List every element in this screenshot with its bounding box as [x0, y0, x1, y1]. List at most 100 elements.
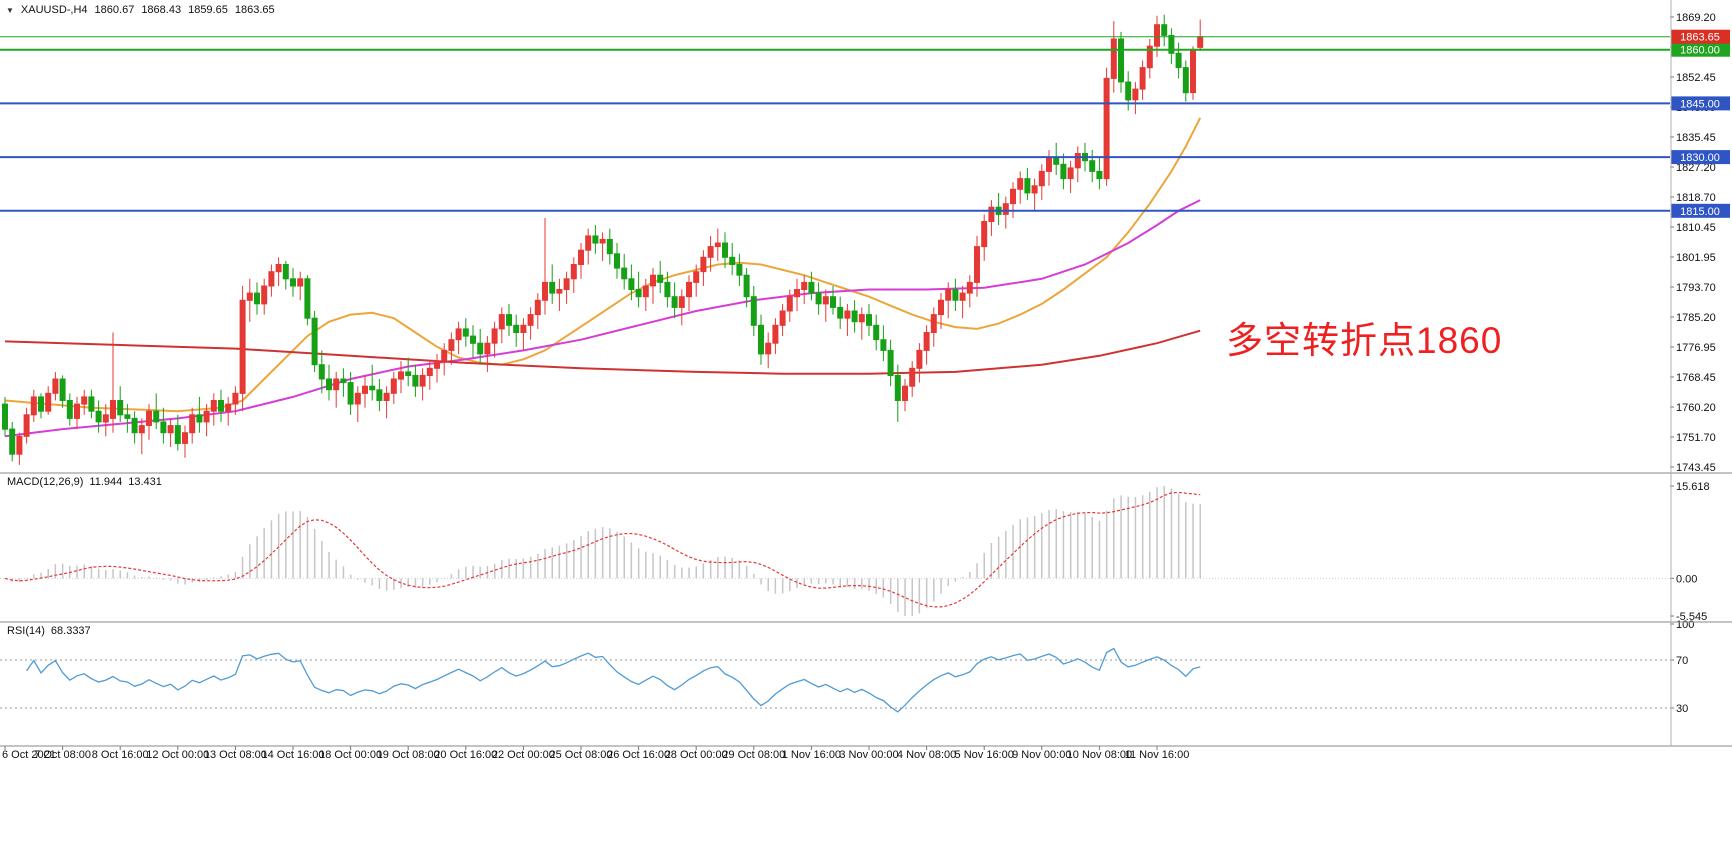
macd-signal-line — [4, 491, 1201, 608]
candle — [45, 392, 52, 412]
price-badge — [1671, 42, 1730, 57]
candle — [282, 264, 289, 280]
candle — [1154, 24, 1160, 47]
candle — [1118, 38, 1124, 83]
candle — [981, 221, 988, 248]
candle — [1161, 24, 1168, 36]
ma-lines-layer — [4, 117, 1202, 438]
macd-main-value: 11.944 — [89, 476, 123, 488]
svg-text:1801.95: 1801.95 — [1676, 252, 1716, 264]
time-axis-label: 18 Oct 00:00 — [319, 749, 382, 761]
candle — [570, 264, 577, 280]
svg-text:1835.45: 1835.45 — [1676, 132, 1716, 144]
time-axis-label: 4 Nov 08:00 — [897, 749, 956, 761]
close-value: 1863.65 — [234, 4, 275, 16]
candle — [887, 349, 894, 376]
macd-panel: 15.618 0.00 -5.545 — [0, 481, 1710, 623]
candle — [707, 246, 714, 258]
candle — [534, 299, 541, 316]
candles-layer — [2, 14, 1204, 465]
candle — [131, 417, 138, 434]
candle — [16, 435, 23, 455]
candle — [585, 235, 592, 251]
ohlc-header: ▼ XAUUSD-,H4 1860.67 1868.43 1859.65 186… — [6, 4, 275, 16]
candle — [671, 296, 678, 308]
candle — [758, 324, 764, 355]
candle — [678, 296, 685, 308]
candle — [498, 314, 505, 330]
candle — [1074, 153, 1081, 169]
candle — [1103, 77, 1110, 180]
candle — [124, 414, 131, 419]
candle — [246, 292, 253, 301]
candle — [462, 328, 469, 337]
candle — [398, 371, 404, 380]
frame-layer — [0, 0, 1732, 747]
candle — [66, 400, 73, 419]
candle — [189, 414, 196, 434]
candle — [1031, 185, 1038, 194]
candle — [736, 264, 743, 276]
time-axis-label: 10 Nov 08:00 — [1067, 749, 1132, 761]
svg-text:1760.20: 1760.20 — [1676, 402, 1716, 414]
candle — [405, 371, 412, 376]
price-axis: 1869.201860.701852.451843.951835.451827.… — [1670, 12, 1730, 474]
open-value: 1860.67 — [94, 4, 135, 16]
svg-text:1818.70: 1818.70 — [1676, 192, 1716, 204]
rsi-line — [26, 647, 1201, 713]
candle — [851, 310, 858, 323]
candle — [866, 314, 872, 326]
candle — [1139, 67, 1146, 90]
candle — [477, 342, 484, 355]
candle — [102, 414, 109, 423]
candle — [614, 253, 620, 269]
svg-text:1827.20: 1827.20 — [1676, 162, 1716, 174]
svg-text:1793.70: 1793.70 — [1676, 282, 1716, 294]
candle — [1060, 163, 1067, 180]
candle — [830, 296, 836, 308]
candle — [448, 339, 455, 351]
candle — [693, 271, 700, 283]
time-axis-label: 8 Oct 16:00 — [92, 749, 149, 761]
svg-text:70: 70 — [1676, 655, 1688, 667]
candle — [153, 410, 160, 423]
candle — [902, 385, 908, 402]
symbol-dropdown-icon[interactable]: ▼ — [6, 5, 14, 15]
svg-text:1810.45: 1810.45 — [1676, 222, 1716, 234]
candle — [146, 410, 152, 427]
candle — [988, 206, 995, 222]
candle — [88, 396, 95, 412]
time-axis-label: 1 Nov 16:00 — [782, 749, 841, 761]
candle — [1053, 156, 1060, 165]
svg-text:1743.45: 1743.45 — [1676, 462, 1716, 474]
price-badge — [1671, 29, 1730, 44]
candle — [930, 314, 937, 334]
time-axis-label: 3 Nov 00:00 — [839, 749, 898, 761]
time-axis-label: 13 Oct 08:00 — [204, 749, 267, 761]
candle — [844, 310, 851, 319]
candle — [354, 392, 361, 405]
candle — [1132, 88, 1139, 101]
candle — [81, 396, 88, 405]
time-axis-label: 9 Nov 00:00 — [1012, 749, 1071, 761]
time-axis-label: 28 Oct 00:00 — [665, 749, 728, 761]
rsi-panel: 100 70 30 — [0, 619, 1694, 715]
ma-mid — [4, 199, 1201, 438]
candle — [628, 278, 635, 290]
annotation-text: 多空转折点1860 — [1226, 320, 1503, 361]
candle — [311, 317, 318, 366]
svg-text:1845.00: 1845.00 — [1680, 98, 1720, 110]
candle — [563, 278, 570, 290]
candle — [894, 374, 901, 401]
candle — [470, 335, 476, 344]
candle — [657, 274, 664, 283]
candle — [203, 410, 210, 423]
candle — [743, 274, 750, 298]
candle — [362, 385, 368, 394]
macd-signal-value: 13.431 — [128, 476, 162, 488]
candle — [95, 410, 102, 423]
time-axis-label: 5 Nov 16:00 — [955, 749, 1014, 761]
candle — [254, 292, 260, 305]
